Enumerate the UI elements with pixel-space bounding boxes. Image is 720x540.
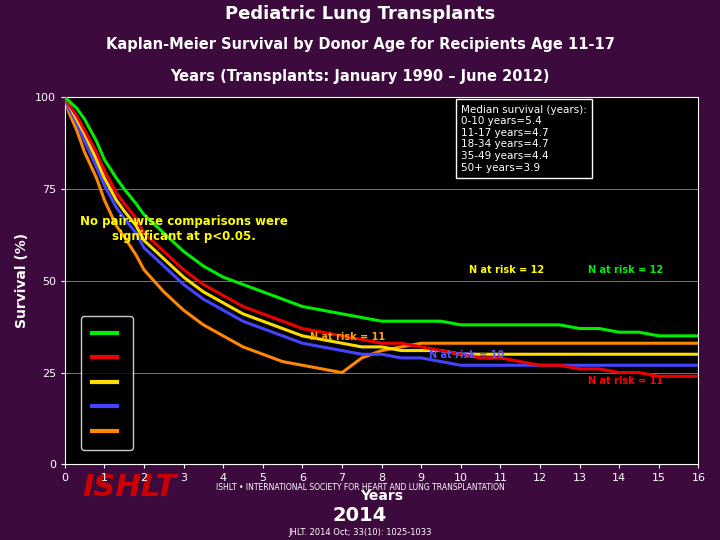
Legend: , , , , : , , , , <box>81 316 132 450</box>
Text: ISHLT • INTERNATIONAL SOCIETY FOR HEART AND LUNG TRANSPLANTATION: ISHLT • INTERNATIONAL SOCIETY FOR HEART … <box>215 483 505 492</box>
Text: N at risk = 11: N at risk = 11 <box>588 376 662 386</box>
Text: Median survival (years):
0-10 years=5.4
11-17 years=4.7
18-34 years=4.7
35-49 ye: Median survival (years): 0-10 years=5.4 … <box>461 105 587 173</box>
Text: 2014: 2014 <box>333 506 387 525</box>
Text: Pediatric Lung Transplants: Pediatric Lung Transplants <box>225 5 495 23</box>
Text: Kaplan-Meier Survival by Donor Age for Recipients Age 11-17: Kaplan-Meier Survival by Donor Age for R… <box>106 37 614 52</box>
X-axis label: Years: Years <box>360 489 403 503</box>
Text: Years (Transplants: January 1990 – June 2012): Years (Transplants: January 1990 – June … <box>170 69 550 84</box>
Text: N at risk = 12: N at risk = 12 <box>469 266 544 275</box>
Text: ISHLT: ISHLT <box>83 473 176 502</box>
Text: No pair-wise comparisons were
significant at p<0.05.: No pair-wise comparisons were significan… <box>80 215 287 244</box>
Text: N at risk = 10: N at risk = 10 <box>429 350 504 360</box>
Text: N at risk = 11: N at risk = 11 <box>310 332 385 342</box>
Y-axis label: Survival (%): Survival (%) <box>15 233 30 328</box>
Text: N at risk = 12: N at risk = 12 <box>588 266 662 275</box>
Text: JHLT. 2014 Oct; 33(10): 1025-1033: JHLT. 2014 Oct; 33(10): 1025-1033 <box>288 529 432 537</box>
